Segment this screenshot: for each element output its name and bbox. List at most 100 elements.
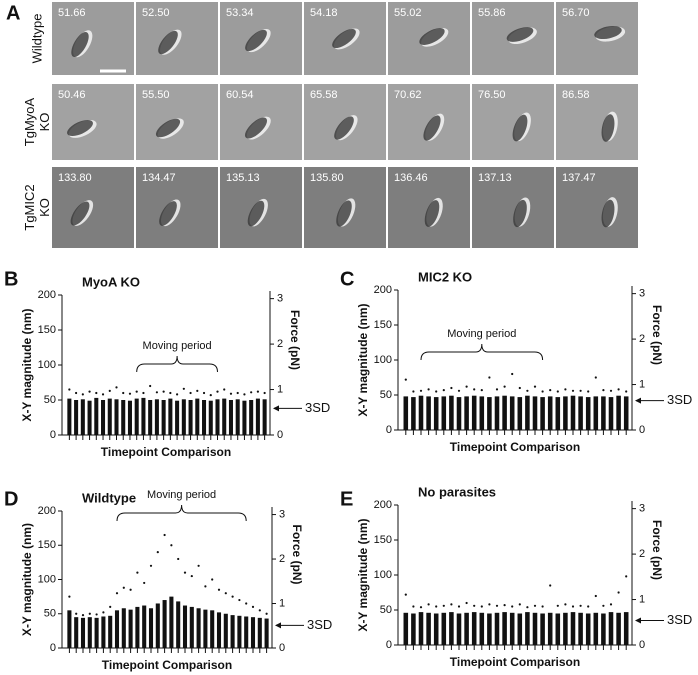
- bar: [449, 612, 454, 645]
- arrow-head: [635, 397, 641, 404]
- y-tick-label: 200: [38, 289, 56, 301]
- bar: [230, 615, 235, 648]
- x-axis-title: Timepoint Comparison: [450, 440, 580, 454]
- bar: [121, 608, 126, 648]
- bar: [593, 612, 599, 645]
- max-point: [224, 592, 227, 595]
- max-point: [81, 614, 85, 617]
- timestamp: 55.86: [478, 7, 506, 19]
- timestamp: 55.50: [142, 89, 170, 101]
- max-point: [245, 602, 248, 605]
- micrograph: [556, 84, 638, 160]
- max-point: [101, 393, 105, 396]
- y-tick-label: 200: [374, 284, 392, 296]
- bar: [80, 399, 85, 435]
- bar: [216, 612, 222, 648]
- max-point: [480, 389, 483, 392]
- bar: [593, 396, 599, 430]
- cell: [423, 115, 441, 141]
- bar: [411, 397, 416, 430]
- max-point: [81, 393, 84, 396]
- row-label-line: KO: [37, 113, 52, 132]
- bar: [479, 396, 485, 430]
- max-point: [122, 586, 125, 589]
- max-point: [211, 578, 214, 581]
- moving-period-label: Moving period: [447, 328, 516, 340]
- max-point: [223, 388, 226, 391]
- cell: [159, 201, 177, 226]
- timestamp: 135.80: [310, 172, 344, 184]
- bar: [547, 612, 553, 645]
- y2-tick-label: 2: [639, 548, 645, 560]
- max-point: [587, 390, 590, 393]
- y2-tick-label: 0: [639, 639, 645, 651]
- row-label: TgMIC2 KO: [22, 184, 52, 230]
- y2-axis-title: Force (pN): [288, 310, 302, 370]
- cell: [419, 28, 445, 45]
- max-point: [95, 613, 98, 616]
- bar: [101, 400, 106, 435]
- bar: [623, 612, 629, 645]
- bar: [196, 608, 201, 648]
- y-tick-label: 0: [386, 639, 392, 651]
- max-point: [217, 588, 221, 591]
- y2-tick-label: 3: [279, 508, 285, 520]
- y2-tick-label: 0: [279, 642, 285, 654]
- max-point: [238, 598, 241, 602]
- max-point: [617, 388, 620, 391]
- max-point: [88, 612, 91, 615]
- max-point: [457, 605, 461, 608]
- y2-tick-label: 1: [639, 593, 645, 605]
- bar: [67, 610, 72, 648]
- max-point: [75, 391, 78, 395]
- bar: [418, 612, 424, 645]
- max-point: [196, 389, 199, 392]
- bar: [547, 396, 553, 430]
- y2-tick-label: 0: [277, 429, 283, 441]
- bar: [127, 400, 132, 435]
- bar: [623, 396, 629, 430]
- bar: [563, 396, 568, 430]
- bar: [517, 397, 523, 430]
- bar: [195, 398, 200, 435]
- micrograph: [472, 84, 554, 160]
- max-point: [251, 605, 255, 609]
- bar: [94, 397, 99, 435]
- bar: [128, 609, 133, 648]
- max-point: [108, 389, 111, 392]
- bar: [222, 398, 227, 435]
- timestamp: 135.13: [226, 172, 260, 184]
- bar: [570, 612, 576, 645]
- max-point: [243, 393, 246, 396]
- bar: [578, 396, 583, 430]
- row-label-line: Wildtype: [29, 14, 44, 64]
- timestamp: 60.54: [226, 89, 254, 101]
- max-point: [156, 551, 159, 554]
- max-point: [518, 386, 521, 390]
- bar: [540, 613, 545, 645]
- max-point: [142, 391, 145, 395]
- arrow-head: [635, 617, 641, 624]
- max-point: [265, 612, 268, 615]
- max-point: [419, 606, 423, 609]
- max-point: [549, 584, 552, 587]
- timestamp: 137.13: [478, 172, 512, 184]
- max-point: [427, 388, 430, 391]
- max-point: [419, 389, 423, 392]
- bar: [202, 400, 207, 435]
- y-tick-label: 150: [374, 319, 392, 331]
- cell: [336, 200, 352, 227]
- cell: [513, 199, 527, 228]
- max-point: [617, 591, 620, 594]
- moving-period-label: Moving period: [147, 489, 216, 501]
- y2-tick-label: 0: [639, 424, 645, 436]
- bar: [215, 399, 220, 435]
- max-point: [263, 391, 266, 395]
- cell: [594, 25, 622, 40]
- bar: [80, 617, 86, 648]
- max-point: [526, 606, 529, 609]
- bar: [142, 605, 147, 648]
- bar: [525, 612, 530, 645]
- cell: [601, 114, 615, 142]
